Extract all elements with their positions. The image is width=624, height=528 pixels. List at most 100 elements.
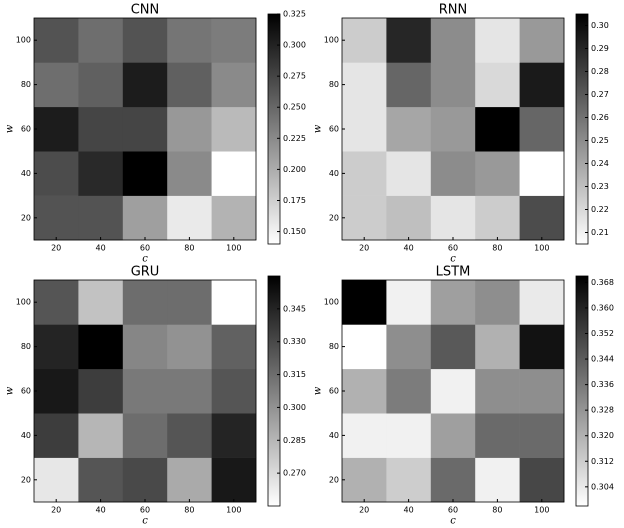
heat-cell	[167, 62, 212, 108]
heat-cell	[342, 324, 387, 370]
heat-cell	[519, 151, 565, 196]
heat-cell	[211, 62, 257, 108]
x-tick-label: 100	[226, 506, 241, 515]
x-tick-label: 20	[51, 506, 61, 515]
y-tick-label: 80	[329, 342, 339, 351]
heat-cell	[167, 195, 212, 241]
x-axis-label: c	[142, 254, 148, 265]
heat-cell	[78, 324, 124, 370]
y-tick-label: 100	[16, 36, 31, 45]
y-tick-label: 80	[329, 80, 339, 89]
colorbar-tick-label: 0.345	[283, 304, 306, 313]
heat-cell	[167, 280, 212, 325]
x-tick-label: 60	[448, 244, 458, 253]
y-tick-label: 60	[21, 387, 31, 396]
y-tick-label: 60	[329, 387, 339, 396]
heat-cell	[78, 413, 124, 458]
heat-cell	[386, 106, 432, 152]
x-tick-label: 80	[492, 244, 502, 253]
heat-cell	[342, 151, 387, 196]
heat-cell	[167, 457, 212, 503]
heat-cell	[122, 106, 168, 152]
heat-cell	[475, 106, 520, 152]
heat-cell	[519, 324, 565, 370]
heat-cell	[430, 106, 476, 152]
x-tick-label: 60	[140, 506, 150, 515]
heat-cell	[475, 195, 520, 241]
heat-cell	[430, 368, 476, 414]
heat-cell	[211, 106, 257, 152]
panel-title: RNN	[439, 3, 467, 18]
heat-cell	[430, 62, 476, 108]
x-tick-label: 60	[448, 506, 458, 515]
colorbar-tick-label: 0.360	[591, 303, 614, 312]
y-axis-label: w	[5, 386, 16, 395]
heat-cell	[78, 62, 124, 108]
x-tick-label: 100	[226, 244, 241, 253]
heat-cell	[519, 457, 565, 503]
colorbar-tick-label: 0.23	[591, 182, 609, 191]
heat-cell	[342, 106, 387, 152]
heat-cell	[475, 457, 520, 503]
heat-cell	[167, 368, 212, 414]
colorbar-tick-label: 0.352	[591, 329, 614, 338]
heat-cell	[78, 195, 124, 241]
x-tick-label: 40	[404, 506, 414, 515]
heat-cell	[78, 368, 124, 414]
colorbar-tick-label: 0.328	[591, 406, 614, 415]
colorbar-tick-label: 0.22	[591, 205, 609, 214]
heat-cell	[78, 18, 124, 63]
heat-cell	[78, 280, 124, 325]
colorbar-tick-label: 0.21	[591, 228, 609, 237]
x-tick-label: 60	[140, 244, 150, 253]
x-tick-label: 100	[534, 506, 549, 515]
colorbar-tick-label: 0.336	[591, 380, 614, 389]
colorbar-tick-label: 0.175	[283, 196, 306, 205]
heat-cell	[211, 368, 257, 414]
heat-cell	[122, 18, 168, 63]
y-tick-label: 60	[329, 125, 339, 134]
panel-title: LSTM	[436, 265, 471, 280]
heat-cell	[122, 368, 168, 414]
heat-cell	[122, 413, 168, 458]
heat-cell	[34, 151, 79, 196]
colorbar-tick-label: 0.312	[591, 457, 614, 466]
heat-cell	[475, 368, 520, 414]
heat-cell	[34, 457, 79, 503]
heat-cell	[386, 324, 432, 370]
heat-cell	[211, 280, 257, 325]
heat-cell	[122, 62, 168, 108]
y-axis-label: w	[5, 124, 16, 133]
heat-cell	[430, 195, 476, 241]
colorbar	[267, 275, 281, 507]
heat-cell	[211, 195, 257, 241]
heat-cell	[34, 324, 79, 370]
heat-cell	[167, 18, 212, 63]
colorbar-tick-label: 0.270	[283, 469, 306, 478]
y-tick-label: 100	[324, 36, 339, 45]
colorbar-tick-label: 0.150	[283, 227, 306, 236]
colorbar-tick-label: 0.320	[591, 431, 614, 440]
colorbar-tick-label: 0.304	[591, 482, 614, 491]
colorbar-tick-label: 0.330	[283, 337, 306, 346]
y-tick-label: 40	[21, 431, 31, 440]
heat-cell	[519, 368, 565, 414]
colorbar-tick-label: 0.200	[283, 165, 306, 174]
y-tick-label: 40	[329, 431, 339, 440]
y-tick-label: 40	[21, 169, 31, 178]
colorbar-tick-label: 0.225	[283, 134, 306, 143]
heat-cell	[167, 106, 212, 152]
heat-cell	[430, 151, 476, 196]
heat-cell	[34, 62, 79, 108]
heat-cell	[386, 368, 432, 414]
heat-cell	[34, 18, 79, 63]
x-tick-label: 20	[359, 506, 369, 515]
heat-cell	[342, 413, 387, 458]
heat-cell	[342, 62, 387, 108]
y-tick-label: 80	[21, 80, 31, 89]
colorbar	[575, 275, 589, 507]
colorbar	[267, 13, 281, 245]
colorbar-tick-label: 0.275	[283, 72, 306, 81]
heat-cell	[211, 18, 257, 63]
